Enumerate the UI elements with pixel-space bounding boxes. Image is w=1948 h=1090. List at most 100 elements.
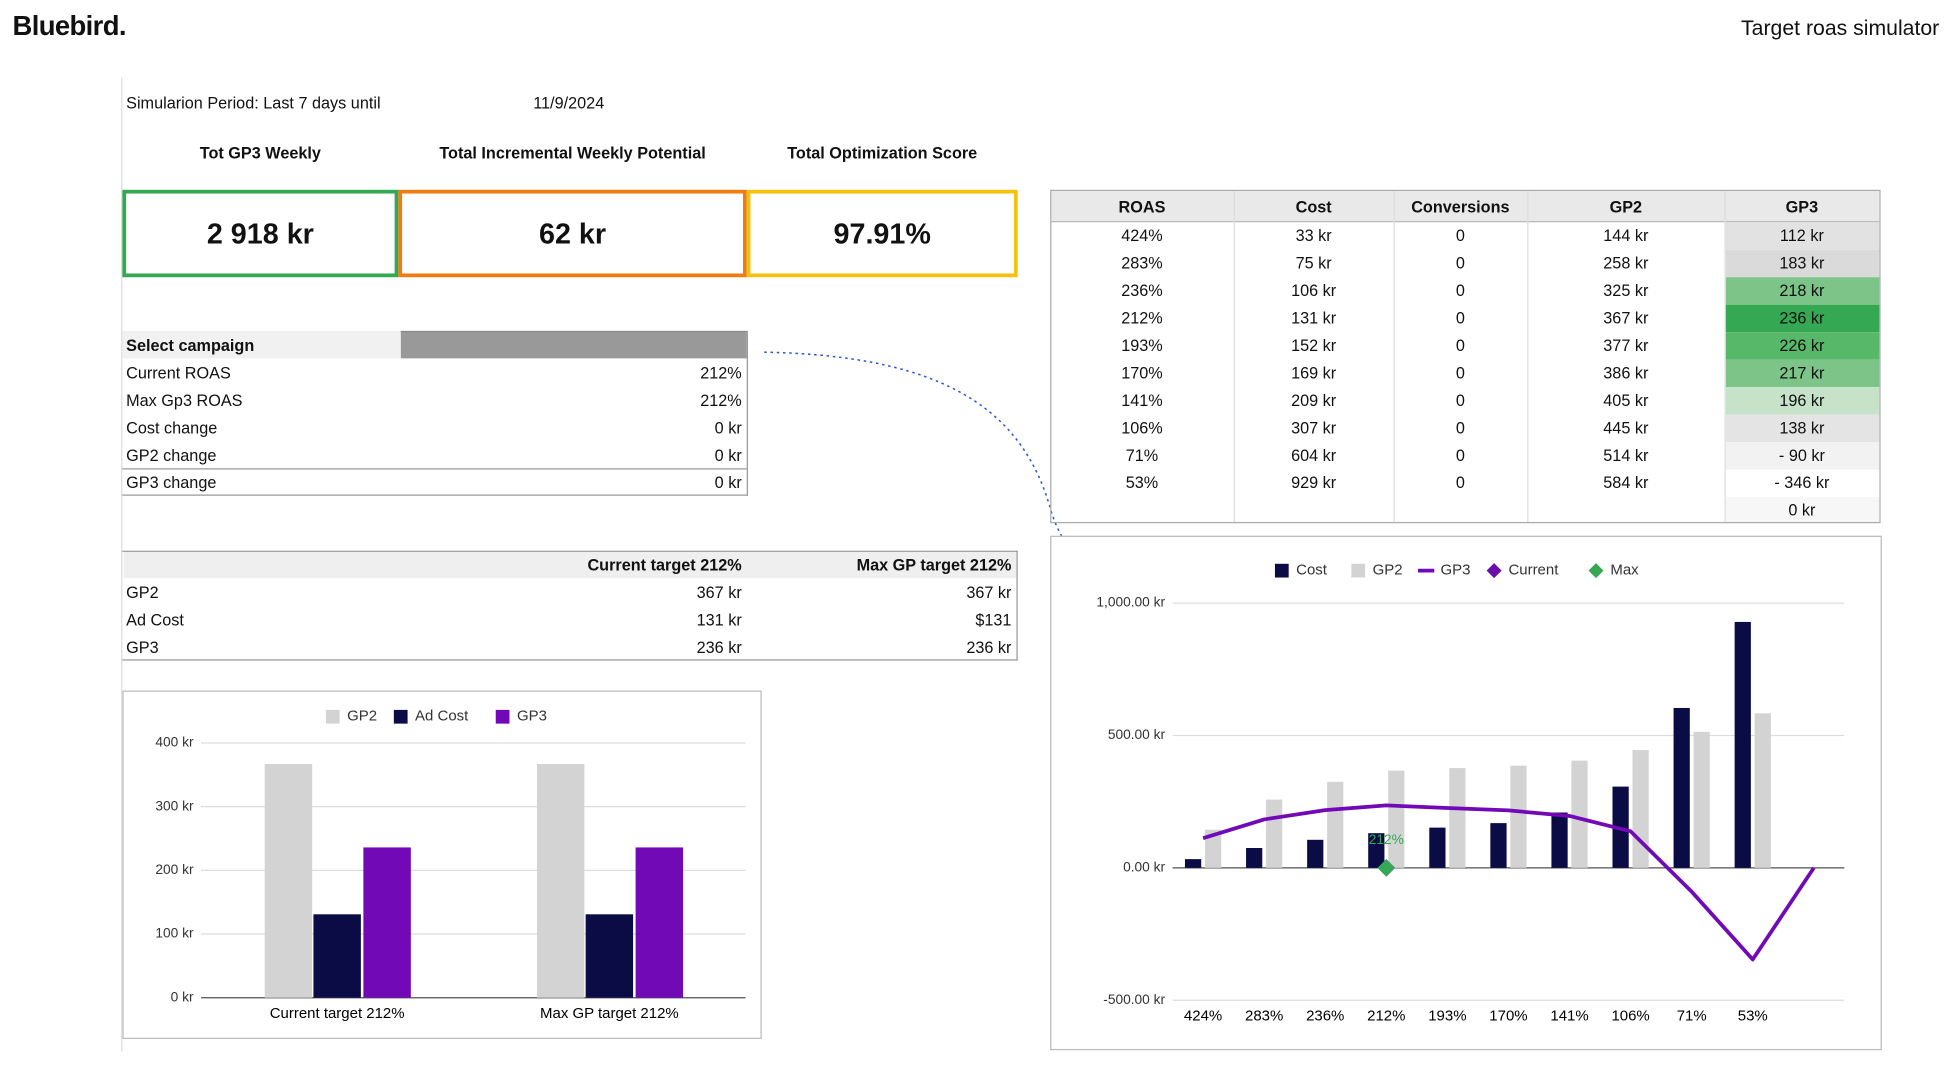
bar xyxy=(1571,760,1588,868)
table-cell: 33 kr xyxy=(1295,226,1332,245)
row-value: 367 kr xyxy=(696,583,742,602)
table-cell: - 90 kr xyxy=(1778,445,1825,465)
legend-swatch xyxy=(325,709,340,724)
row-value: $131 xyxy=(975,610,1012,630)
chart: -500.00 kr 0.00 kr 500.00 kr 1,000.00 kr 424… xyxy=(1050,535,1882,1051)
row-value: 0 kr xyxy=(714,445,742,465)
row-label: Max Gp3 ROAS xyxy=(126,390,243,410)
y-tick-label: -500.00 kr xyxy=(1103,992,1165,1007)
point-label: 212% xyxy=(1369,832,1404,847)
table-cell: 236 kr xyxy=(1779,308,1825,328)
gp3-cell xyxy=(1725,414,1880,443)
table-cell: 307 kr xyxy=(1291,418,1337,438)
campaign-selector xyxy=(400,330,747,359)
bar xyxy=(1246,848,1263,868)
y-tick-label: 400 kr xyxy=(155,735,194,750)
bar xyxy=(1266,799,1283,868)
legend-item: GP3 xyxy=(1418,562,1470,579)
bar xyxy=(1307,839,1324,868)
y-tick-label: 0.00 kr xyxy=(1123,859,1165,874)
x-tick-label: 193% xyxy=(1428,1007,1466,1024)
table-cell: 209 kr xyxy=(1291,390,1337,410)
row-value: 0 kr xyxy=(714,418,742,438)
legend-swatch xyxy=(1351,563,1366,578)
column-header: Conversions xyxy=(1411,197,1510,217)
logo: Bluebird. xyxy=(12,9,126,42)
column-divider xyxy=(1393,191,1395,522)
x-tick-label: 212% xyxy=(1367,1007,1405,1024)
legend-swatch xyxy=(393,709,408,724)
roas-header-bg xyxy=(1051,191,1880,223)
table-cell: 514 kr xyxy=(1603,445,1649,465)
table-cell: 0 xyxy=(1455,363,1465,383)
table-cell: 75 kr xyxy=(1295,253,1332,273)
row-value: 212% xyxy=(700,390,742,410)
table-cell: 325 kr xyxy=(1603,280,1649,300)
table-cell: 218 kr xyxy=(1779,280,1825,300)
legend-swatch xyxy=(1486,563,1502,579)
legend-item: GP2 xyxy=(325,708,377,725)
legend-label: Current xyxy=(1508,562,1559,579)
table-cell: 0 xyxy=(1455,308,1465,328)
bar xyxy=(264,764,313,998)
bar xyxy=(1449,768,1466,868)
campaign-table xyxy=(122,330,748,496)
row-label: GP3 change xyxy=(126,473,217,492)
table-cell: 141% xyxy=(1121,390,1163,410)
column-header: ROAS xyxy=(1118,197,1166,217)
kpi-label: Total Incremental Weekly Potential xyxy=(439,143,706,163)
campaign-header: Select campaign xyxy=(126,335,255,355)
x-tick-label: 53% xyxy=(1738,1007,1768,1024)
table-cell: 258 kr xyxy=(1603,253,1649,273)
legend-label: Cost xyxy=(1296,562,1328,579)
gp3-footer-cell xyxy=(1725,496,1880,522)
table-cell: 152 kr xyxy=(1291,335,1337,355)
legend-label: GP2 xyxy=(1373,562,1403,579)
row-value: 236 kr xyxy=(966,638,1012,657)
table-cell: 0 xyxy=(1455,473,1465,492)
legend-item: Max xyxy=(1588,562,1639,579)
bar xyxy=(363,847,411,998)
bar xyxy=(635,847,684,998)
y-tick-label: 100 kr xyxy=(155,926,194,941)
kpi-value: 2 918 kr xyxy=(206,217,314,250)
bar xyxy=(1184,859,1202,868)
table-cell: 424% xyxy=(1121,226,1163,245)
column-header: Current target 212% xyxy=(587,555,742,575)
comparison-table xyxy=(122,550,1018,661)
legend-item: GP3 xyxy=(495,708,547,725)
bar xyxy=(1754,713,1771,868)
column-divider xyxy=(1724,191,1726,522)
campaign-header-bg xyxy=(122,330,401,359)
legend-swatch xyxy=(1588,563,1604,579)
kpi-box xyxy=(398,189,747,278)
legend-item: Ad Cost xyxy=(393,708,469,725)
gp3-cell xyxy=(1725,249,1880,278)
row-value: 367 kr xyxy=(966,583,1012,602)
table-cell: 367 kr xyxy=(1603,308,1649,328)
table-cell: 0 xyxy=(1455,445,1465,465)
bar xyxy=(1734,621,1751,868)
bar xyxy=(1429,827,1446,868)
bar xyxy=(1673,707,1690,868)
bar xyxy=(1551,812,1568,868)
table-cell: 445 kr xyxy=(1603,418,1649,438)
y-tick-label: 200 kr xyxy=(155,862,194,877)
kpi-box xyxy=(122,189,399,278)
y-tick-label: 500.00 kr xyxy=(1108,727,1166,742)
gp3-cell xyxy=(1725,469,1880,497)
gp3-cell xyxy=(1725,304,1880,333)
gp3-cell xyxy=(1725,359,1880,388)
bar xyxy=(585,914,634,998)
table-cell: 112 kr xyxy=(1779,226,1824,245)
table-cell: 193% xyxy=(1121,335,1163,355)
x-tick-label: Current target 212% xyxy=(270,1005,405,1022)
gp3-cell xyxy=(1725,277,1880,305)
table-cell: 226 kr xyxy=(1779,335,1825,355)
x-tick-label: Max GP target 212% xyxy=(540,1005,679,1022)
bar xyxy=(1204,829,1222,868)
kpi-value: 97.91% xyxy=(833,217,931,250)
row-label: GP2 change xyxy=(126,445,217,465)
bar xyxy=(1490,823,1507,868)
row-value: 236 kr xyxy=(696,638,742,657)
